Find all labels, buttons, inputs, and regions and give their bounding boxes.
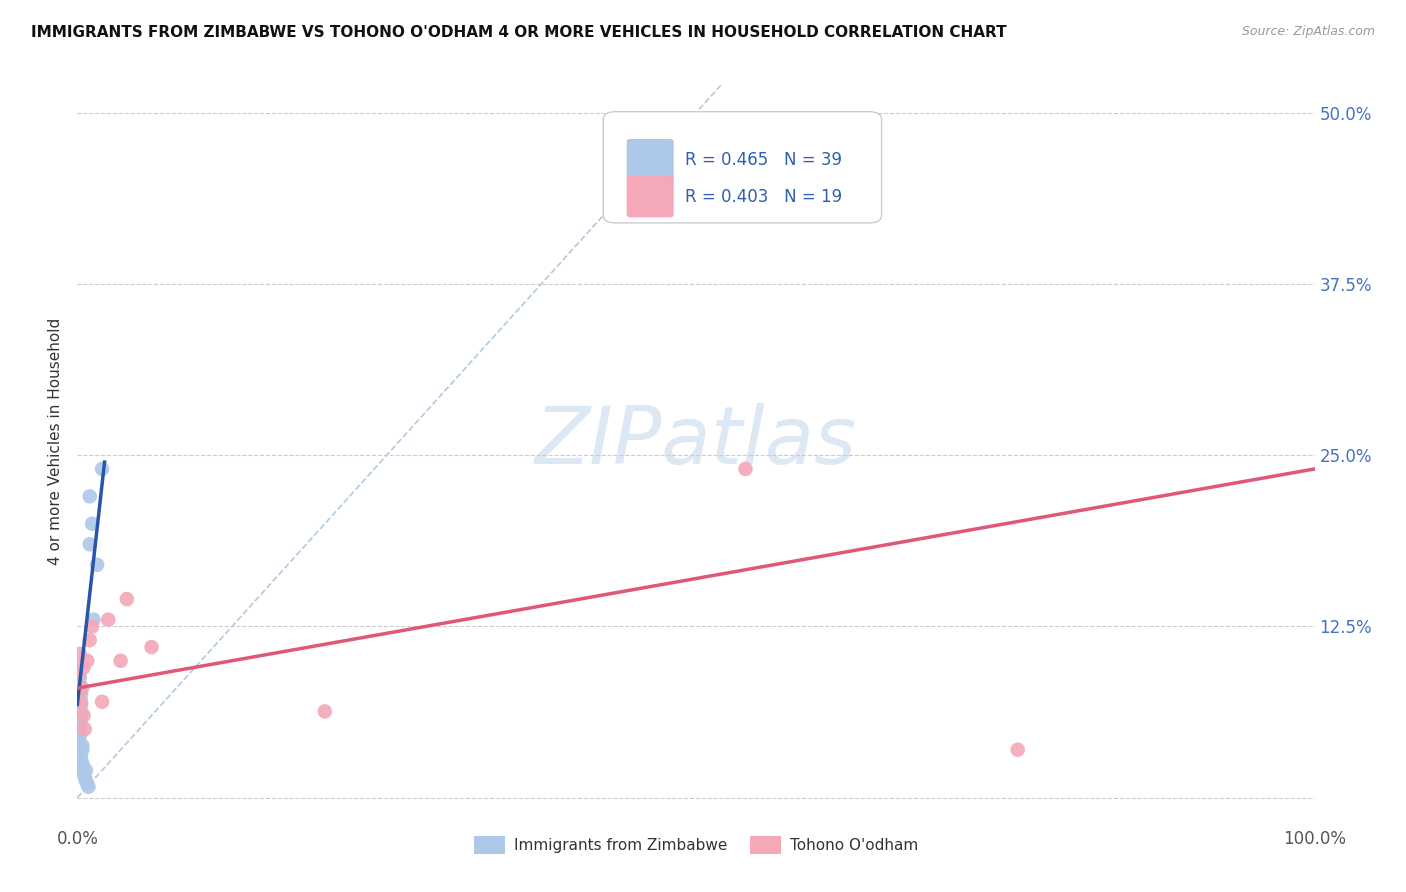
- Point: [91, 695, 114, 709]
- Point: [79, 633, 101, 648]
- Point: [70, 688, 93, 702]
- FancyBboxPatch shape: [627, 139, 673, 180]
- Point: [72, 756, 94, 771]
- Point: [69, 706, 91, 720]
- Point: [67, 667, 90, 681]
- Point: [69, 684, 91, 698]
- Point: [69, 715, 91, 730]
- Point: [67, 698, 90, 712]
- Point: [76, 777, 98, 791]
- Point: [69, 677, 91, 691]
- Point: [73, 770, 96, 784]
- Point: [314, 705, 336, 719]
- Point: [67, 708, 90, 723]
- Point: [70, 705, 93, 719]
- Point: [70, 723, 93, 737]
- Point: [82, 619, 104, 633]
- Point: [77, 780, 100, 794]
- Point: [67, 660, 90, 674]
- Point: [86, 558, 108, 572]
- Point: [67, 688, 90, 702]
- Point: [69, 647, 91, 661]
- Point: [75, 764, 97, 778]
- Point: [69, 670, 91, 684]
- Point: [91, 462, 114, 476]
- FancyBboxPatch shape: [627, 176, 673, 218]
- Point: [70, 749, 93, 764]
- Point: [75, 774, 97, 789]
- Point: [72, 681, 94, 695]
- Point: [67, 692, 90, 706]
- Point: [115, 592, 138, 607]
- Point: [82, 516, 104, 531]
- Point: [67, 667, 90, 681]
- Point: [110, 654, 132, 668]
- FancyBboxPatch shape: [603, 112, 882, 223]
- Point: [69, 729, 91, 743]
- Point: [734, 202, 756, 216]
- Point: [67, 687, 90, 701]
- Point: [82, 613, 104, 627]
- Point: [69, 698, 91, 712]
- Point: [79, 489, 101, 503]
- Point: [70, 695, 93, 709]
- Point: [72, 660, 94, 674]
- Text: Source: ZipAtlas.com: Source: ZipAtlas.com: [1241, 25, 1375, 38]
- Legend: Immigrants from Zimbabwe, Tohono O'odham: Immigrants from Zimbabwe, Tohono O'odham: [468, 830, 924, 860]
- Point: [72, 708, 94, 723]
- Y-axis label: 4 or more Vehicles in Household: 4 or more Vehicles in Household: [48, 318, 63, 566]
- Point: [141, 640, 163, 654]
- Text: R = 0.403   N = 19: R = 0.403 N = 19: [685, 187, 842, 206]
- Point: [70, 698, 93, 712]
- Text: R = 0.465   N = 39: R = 0.465 N = 39: [685, 151, 842, 169]
- Point: [72, 739, 94, 753]
- Point: [67, 681, 90, 695]
- Text: IMMIGRANTS FROM ZIMBABWE VS TOHONO O'ODHAM 4 OR MORE VEHICLES IN HOUSEHOLD CORRE: IMMIGRANTS FROM ZIMBABWE VS TOHONO O'ODH…: [31, 25, 1007, 40]
- Point: [79, 537, 101, 551]
- Point: [72, 743, 94, 757]
- Point: [76, 654, 98, 668]
- Point: [69, 692, 91, 706]
- Point: [73, 723, 96, 737]
- Point: [67, 674, 90, 689]
- Point: [97, 613, 120, 627]
- Text: ZIPatlas: ZIPatlas: [534, 402, 858, 481]
- Point: [734, 462, 756, 476]
- Point: [70, 713, 93, 727]
- Point: [1007, 743, 1029, 757]
- Point: [72, 766, 94, 780]
- Point: [69, 736, 91, 750]
- Point: [72, 760, 94, 774]
